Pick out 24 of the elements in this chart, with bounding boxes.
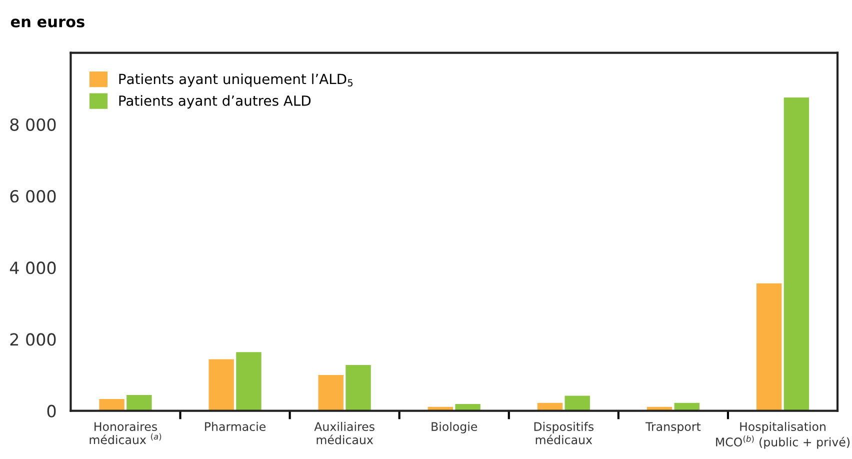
- bar: [208, 359, 234, 411]
- legend-label: Patients ayant uniquement l’ALD$_{5}$: [119, 73, 353, 87]
- x-tick-label: Pharmacie: [205, 422, 266, 432]
- x-tick-label: Hospitalisation MCO$^{(b)}$ (public + privé): [716, 422, 850, 449]
- bar: [99, 398, 124, 411]
- y-tick-label: 4 000: [10, 262, 56, 274]
- bar: [346, 364, 371, 411]
- bar: [126, 395, 152, 411]
- bar: [236, 352, 262, 411]
- x-tick-label: Dispositifs médicaux: [534, 422, 594, 444]
- legend-label: Patients ayant d’autres ALD: [119, 95, 311, 109]
- bar: [784, 98, 810, 411]
- y-axis-title: en euros: [10, 18, 84, 28]
- y-tick-label: 0: [47, 404, 56, 418]
- y-tick-label: 2 000: [10, 333, 56, 346]
- x-tick-label: Honoraires médicaux $^{(a)}$: [90, 422, 162, 444]
- bar: [318, 375, 344, 411]
- bar: [564, 396, 590, 411]
- x-tick-label: Transport: [645, 422, 701, 434]
- x-tick-label: Biologie: [432, 422, 478, 434]
- y-tick-label: 6 000: [10, 190, 56, 203]
- y-tick-label: 8 000: [10, 118, 56, 131]
- bar: [756, 283, 782, 411]
- x-tick-label: Auxiliaires médicaux: [314, 422, 374, 444]
